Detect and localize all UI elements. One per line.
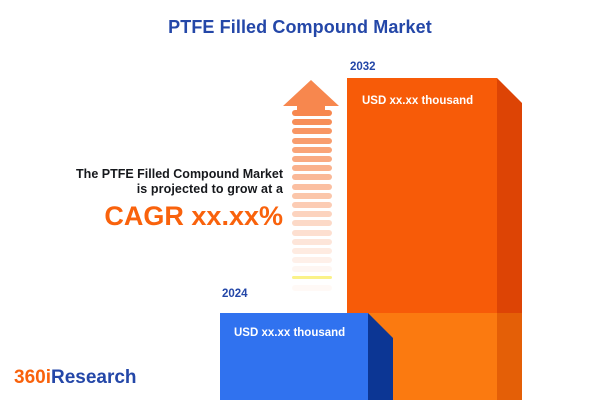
statement-line-1: The PTFE Filled Compound Market xyxy=(76,167,283,181)
bar-label-2024: 2024 xyxy=(222,288,248,300)
arrow-head-icon xyxy=(283,80,339,112)
bar-value-2024: USD xx.xx thousand xyxy=(234,327,346,339)
arrow-stem xyxy=(292,110,332,292)
growth-arrow-icon xyxy=(283,80,339,292)
arrow-stripe xyxy=(292,192,332,199)
arrow-stripe xyxy=(292,174,332,181)
bar-value-2032: USD xx.xx thousand xyxy=(362,95,474,107)
brand-logo-suffix: Research xyxy=(50,367,137,388)
arrow-stripe xyxy=(292,119,332,126)
arrow-stripe xyxy=(292,202,332,208)
arrow-stripe xyxy=(292,284,332,291)
statement-line-2: is projected to grow at a xyxy=(136,182,283,196)
arrow-stripe xyxy=(292,211,332,218)
arrow-stripe xyxy=(292,248,332,254)
arrow-stripe xyxy=(292,220,332,227)
arrow-stripe xyxy=(292,137,332,144)
arrow-stripe xyxy=(292,275,332,279)
arrow-stripe xyxy=(292,110,332,116)
arrow-stripe xyxy=(292,165,332,172)
arrow-stripe xyxy=(292,128,332,135)
brand-logo-prefix: 360i xyxy=(14,367,51,388)
arrow-stripe xyxy=(292,183,332,190)
arrow-stripe xyxy=(292,146,332,153)
arrow-stripe xyxy=(292,266,332,273)
bar-2032-lower-side xyxy=(497,313,522,400)
arrow-stripe xyxy=(292,229,332,236)
bar-2024-front xyxy=(220,313,368,400)
arrow-stripe xyxy=(292,156,332,162)
statement-block: The PTFE Filled Compound Market is proje… xyxy=(18,167,283,231)
bar-label-2032: 2032 xyxy=(350,61,376,73)
brand-logo: 360iResearch xyxy=(14,367,137,389)
arrow-stripe xyxy=(292,238,332,245)
cagr-value: CAGR xx.xx% xyxy=(104,201,283,231)
page-title: PTFE Filled Compound Market xyxy=(168,17,432,37)
arrow-stripe xyxy=(292,257,332,264)
